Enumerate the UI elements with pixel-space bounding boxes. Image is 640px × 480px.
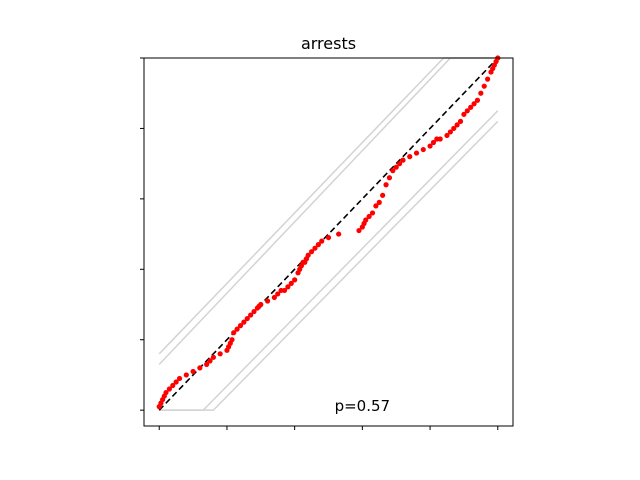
data-point xyxy=(315,242,321,248)
data-point xyxy=(170,382,176,389)
reference-line xyxy=(158,57,499,411)
data-point xyxy=(312,245,318,251)
data-point xyxy=(471,101,477,107)
data-point xyxy=(244,315,250,322)
data-point xyxy=(369,210,376,216)
envelope-line-2 xyxy=(158,57,498,355)
data-point xyxy=(454,122,460,128)
envelope-line-1 xyxy=(159,110,499,411)
data-point xyxy=(190,368,196,375)
data-point xyxy=(407,154,413,160)
p-value-annotation: p=0.57 xyxy=(335,397,391,415)
data-point xyxy=(237,323,244,329)
data-point xyxy=(275,291,281,297)
data-point xyxy=(400,157,406,163)
data-point xyxy=(325,234,332,241)
data-point xyxy=(264,298,271,304)
data-point xyxy=(197,365,203,371)
data-point xyxy=(288,280,294,286)
envelope-line-0 xyxy=(159,120,499,411)
data-point xyxy=(173,379,179,385)
envelope-line-3 xyxy=(158,57,498,365)
data-point xyxy=(396,161,403,167)
data-point xyxy=(373,203,379,209)
data-point xyxy=(308,249,315,255)
chart-title: arrests xyxy=(301,34,356,53)
data-point xyxy=(271,294,277,301)
data-point xyxy=(427,143,433,149)
reference-line-group xyxy=(158,57,499,411)
data-point xyxy=(363,217,369,223)
data-point xyxy=(258,301,264,308)
data-point xyxy=(285,284,291,290)
data-point xyxy=(210,354,216,360)
data-point xyxy=(248,312,254,318)
data-point xyxy=(229,337,235,343)
data-point xyxy=(420,146,426,153)
data-point xyxy=(234,326,240,332)
data-point xyxy=(386,175,393,181)
data-point xyxy=(319,238,325,244)
data-point xyxy=(292,277,298,283)
data-point xyxy=(207,358,213,364)
data-point xyxy=(366,213,372,220)
data-point xyxy=(383,182,389,188)
data-point xyxy=(451,125,457,132)
data-point xyxy=(390,168,396,174)
data-point xyxy=(437,136,443,142)
data-point xyxy=(281,287,288,294)
data-point xyxy=(166,386,172,392)
data-point xyxy=(481,83,487,89)
data-point xyxy=(251,308,257,315)
data-point xyxy=(468,104,474,110)
envelope-lines xyxy=(158,57,499,411)
data-point xyxy=(464,108,470,114)
data-point xyxy=(474,97,481,103)
data-point xyxy=(231,330,237,336)
data-points xyxy=(156,55,501,410)
data-point xyxy=(380,192,386,198)
data-point xyxy=(413,150,420,156)
data-point xyxy=(163,389,169,396)
data-point xyxy=(444,132,450,139)
data-point xyxy=(485,76,491,82)
axis-ticks xyxy=(140,57,499,430)
data-point xyxy=(447,129,453,135)
data-point xyxy=(204,361,210,367)
data-point xyxy=(478,90,484,96)
data-point xyxy=(430,139,437,146)
data-point xyxy=(393,164,399,170)
data-point xyxy=(183,372,189,378)
data-point xyxy=(305,252,311,258)
plot-frame xyxy=(143,57,514,427)
data-point xyxy=(176,375,183,382)
data-point xyxy=(241,319,247,325)
data-point xyxy=(461,111,467,117)
data-point xyxy=(376,199,382,205)
data-point xyxy=(217,351,223,357)
data-point xyxy=(336,231,342,237)
data-point xyxy=(356,227,362,234)
data-point xyxy=(457,118,464,124)
